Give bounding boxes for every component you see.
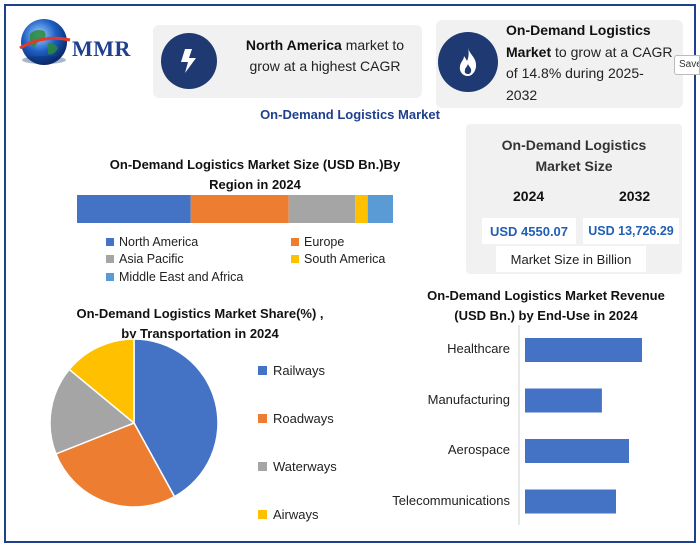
- ondemand-cagr-card: On-Demand Logistics Market to grow at a …: [436, 20, 683, 108]
- legend-swatch: [291, 238, 299, 246]
- transport-pie-chart: [49, 338, 219, 508]
- region-legend-europe: Europe: [291, 235, 344, 249]
- legend-label: Roadways: [273, 411, 334, 426]
- ondemand-bold-line1: On-Demand Logistics: [506, 22, 651, 38]
- enduse-bar-chart: [518, 325, 642, 525]
- region-legend-north-america: North America: [106, 235, 198, 249]
- value-2032: USD 13,726.29: [583, 218, 679, 244]
- legend-label: North America: [119, 235, 199, 249]
- ondemand-line4: 2032: [506, 86, 538, 103]
- region-segment-south-america: [355, 195, 368, 223]
- transport-legend-waterways: Waterways: [258, 459, 337, 474]
- mmr-logo: MMR: [14, 14, 144, 70]
- value-2024: USD 4550.07: [482, 218, 576, 244]
- pie-slice-railways: [133, 338, 219, 498]
- enduse-bar-aerospace: [525, 439, 629, 463]
- legend-label: South America: [304, 252, 386, 266]
- region-stacked-bar-chart: [77, 195, 393, 223]
- ondemand-cagr-text: On-Demand Logistics Market to grow at a …: [506, 20, 686, 106]
- transport-chart-title-line2: by Transportation in 2024: [121, 326, 279, 341]
- market-size-unit: Market Size in Billion: [496, 246, 646, 272]
- year-2032-label: 2032: [619, 188, 651, 204]
- enduse-bar-telecommunications: [525, 489, 616, 514]
- region-segment-asia-pacific: [288, 195, 356, 223]
- legend-swatch: [106, 255, 114, 263]
- market-size-title-line2: Market Size: [535, 158, 613, 174]
- legend-swatch: [106, 273, 114, 281]
- transport-chart-title: On-Demand Logistics Market Share(%) , by…: [50, 304, 350, 344]
- legend-label: Waterways: [273, 459, 337, 474]
- year-2024-label: 2024: [513, 188, 545, 204]
- enduse-chart-title-line1: On-Demand Logistics Market Revenue: [427, 288, 665, 303]
- legend-swatch: [258, 366, 267, 375]
- legend-label: Europe: [304, 235, 345, 249]
- enduse-label-healthcare: Healthcare: [447, 341, 510, 356]
- enduse-bar-healthcare: [525, 338, 642, 362]
- north-america-bold: North America: [245, 37, 342, 53]
- pie-slice-waterways: [49, 368, 136, 455]
- north-america-line2: grow at a highest CAGR: [249, 58, 401, 74]
- transport-chart-title-line1: On-Demand Logistics Market Share(%) ,: [76, 306, 324, 321]
- enduse-label-aerospace: Aerospace: [447, 442, 510, 457]
- lightning-icon: [161, 33, 217, 89]
- pie-slice-roadways: [54, 422, 176, 508]
- region-segment-middle-east-and-africa: [367, 195, 393, 223]
- ondemand-line3: of 14.8% during 2025-: [506, 65, 644, 81]
- transport-legend-railways: Railways: [258, 363, 325, 378]
- ondemand-rest-line2: to grow at a CAGR: [551, 43, 673, 60]
- region-legend-asia-pacific: Asia Pacific: [106, 252, 184, 266]
- region-legend-middle-east-and-africa: Middle East and Africa: [106, 270, 243, 284]
- legend-label: Middle East and Africa: [119, 270, 244, 284]
- main-title: On-Demand Logistics Market: [260, 107, 440, 122]
- region-segment-north-america: [77, 195, 191, 223]
- legend-label: Asia Pacific: [119, 252, 184, 266]
- globe-icon: [19, 19, 71, 65]
- pie-slice-airways: [68, 338, 135, 425]
- legend-swatch: [106, 238, 114, 246]
- legend-swatch: [258, 414, 267, 423]
- region-chart-title: On-Demand Logistics Market Size (USD Bn.…: [90, 155, 420, 195]
- flame-icon: [438, 32, 498, 92]
- legend-label: Railways: [273, 363, 326, 378]
- save-button[interactable]: Save: [674, 55, 700, 75]
- legend-label: Airways: [273, 507, 319, 522]
- north-america-rest: market to: [341, 37, 405, 53]
- region-chart-title-text: On-Demand Logistics Market Size (USD Bn.…: [109, 157, 401, 192]
- market-size-title-line1: On-Demand Logistics: [501, 137, 647, 153]
- legend-swatch: [258, 462, 267, 471]
- transport-legend-airways: Airways: [258, 507, 319, 522]
- north-america-highlight-card: North America market to grow at a highes…: [153, 25, 422, 98]
- enduse-label-telecommunications: Telecommunications: [392, 492, 510, 508]
- logo-text: MMR: [72, 36, 131, 61]
- enduse-chart-title-line2: (USD Bn.) by End-Use in 2024: [454, 308, 638, 323]
- transport-legend-roadways: Roadways: [258, 411, 334, 426]
- region-segment-europe: [190, 195, 289, 223]
- legend-swatch: [258, 510, 267, 519]
- enduse-label-manufacturing: Manufacturing: [427, 391, 510, 407]
- market-size-title: On-Demand Logistics Market Size: [466, 135, 682, 177]
- enduse-chart-title: On-Demand Logistics Market Revenue (USD …: [405, 286, 687, 326]
- region-legend-south-america: South America: [291, 252, 385, 266]
- legend-swatch: [291, 255, 299, 263]
- north-america-cagr-text: North America market to grow at a highes…: [235, 35, 415, 77]
- enduse-bar-manufacturing: [525, 388, 602, 413]
- ondemand-bold-line2: Market: [506, 43, 552, 60]
